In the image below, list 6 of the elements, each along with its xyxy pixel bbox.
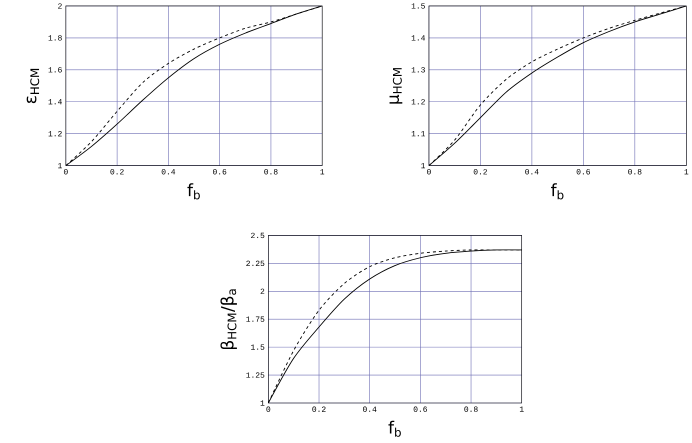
x-axis-title: f$_{b}$	[388, 420, 401, 437]
x-axis-title: f$_{b}$	[187, 183, 200, 200]
y-axis-title: β$_{HCM}$/β$_{a}$	[220, 289, 237, 350]
y-axis-title: μ$_{HCM}$	[390, 68, 402, 104]
y-axis-title: ε$_{HCM}$	[26, 68, 40, 104]
x-axis-title: f$_{b}$	[551, 183, 564, 200]
